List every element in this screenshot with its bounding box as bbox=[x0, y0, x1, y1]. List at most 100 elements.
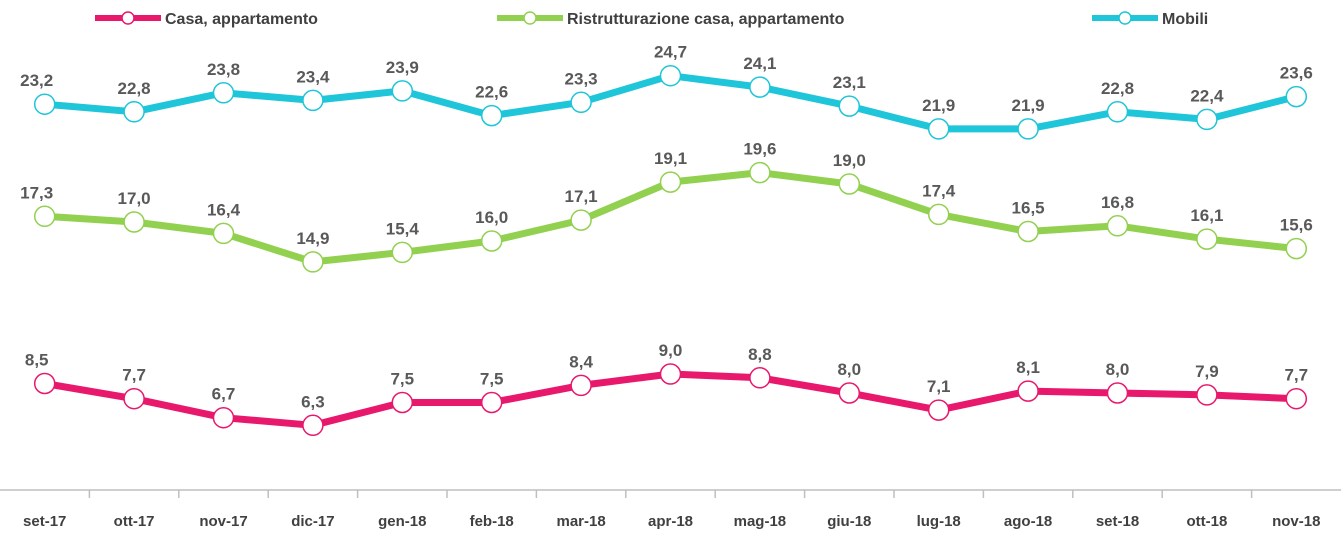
data-label: 7,9 bbox=[1195, 362, 1219, 381]
data-point bbox=[1196, 228, 1218, 250]
data-label: 8,0 bbox=[837, 360, 861, 379]
data-point bbox=[838, 95, 861, 117]
data-label: 17,3 bbox=[20, 183, 53, 202]
data-label: 15,6 bbox=[1280, 216, 1313, 235]
data-label: 16,5 bbox=[1012, 199, 1045, 218]
data-label: 23,8 bbox=[207, 60, 240, 79]
data-label: 21,9 bbox=[922, 96, 955, 115]
data-point bbox=[1196, 384, 1218, 406]
data-point bbox=[927, 399, 950, 421]
data-point bbox=[1017, 118, 1039, 140]
data-point bbox=[749, 367, 771, 389]
data-label: 7,5 bbox=[390, 370, 414, 389]
x-tick-label: lug-18 bbox=[917, 513, 961, 530]
x-tick-label: ott-17 bbox=[114, 513, 155, 530]
data-point bbox=[570, 209, 592, 231]
x-tick-label: set-17 bbox=[23, 513, 66, 530]
data-point bbox=[1285, 85, 1308, 108]
data-label: 8,1 bbox=[1016, 358, 1040, 377]
data-label: 7,7 bbox=[1284, 366, 1308, 385]
data-point bbox=[302, 251, 324, 273]
data-point bbox=[33, 372, 56, 395]
data-label: 9,0 bbox=[659, 341, 683, 360]
legend-marker bbox=[1118, 11, 1132, 25]
x-tick-label: ago-18 bbox=[1004, 513, 1052, 530]
data-point bbox=[33, 93, 56, 115]
data-point bbox=[1017, 220, 1039, 243]
x-tick-label: gen-18 bbox=[378, 513, 426, 530]
data-point bbox=[570, 374, 592, 397]
data-label: 6,3 bbox=[301, 392, 325, 411]
x-tick-label: feb-18 bbox=[470, 513, 514, 530]
data-label: 23,4 bbox=[296, 67, 330, 86]
data-point bbox=[659, 171, 682, 193]
data-point bbox=[302, 89, 324, 112]
data-label: 19,1 bbox=[654, 149, 687, 168]
data-point bbox=[123, 387, 145, 410]
legend-label: Casa, appartamento bbox=[165, 11, 318, 28]
data-label: 21,9 bbox=[1012, 96, 1045, 115]
data-point bbox=[1285, 387, 1308, 410]
data-point bbox=[480, 230, 503, 252]
data-label: 22,4 bbox=[1190, 86, 1224, 105]
data-point bbox=[1106, 215, 1129, 237]
data-point bbox=[838, 382, 861, 404]
data-point bbox=[659, 363, 682, 385]
x-tick-label: ott-18 bbox=[1186, 513, 1227, 530]
data-point bbox=[1196, 108, 1218, 131]
data-point bbox=[391, 391, 414, 414]
data-label: 22,8 bbox=[1101, 79, 1134, 98]
data-label: 8,8 bbox=[748, 345, 772, 364]
data-label: 17,4 bbox=[922, 181, 956, 200]
data-label: 7,5 bbox=[480, 370, 504, 389]
x-tick-label: nov-17 bbox=[199, 513, 247, 530]
legend-marker bbox=[523, 11, 537, 25]
data-point bbox=[480, 104, 503, 127]
x-tick-label: giu-18 bbox=[827, 513, 871, 530]
data-point bbox=[212, 82, 235, 104]
legend-label: Ristrutturazione casa, appartamento bbox=[567, 11, 845, 28]
data-point bbox=[212, 222, 235, 245]
data-point bbox=[749, 76, 771, 98]
data-label: 16,4 bbox=[207, 200, 241, 219]
data-point bbox=[480, 391, 503, 414]
data-point bbox=[659, 64, 682, 87]
data-label: 16,8 bbox=[1101, 193, 1134, 212]
data-label: 23,9 bbox=[386, 58, 419, 77]
data-label: 17,0 bbox=[118, 189, 151, 208]
data-label: 8,5 bbox=[25, 351, 49, 370]
data-point bbox=[570, 91, 592, 114]
x-tick-label: nov-18 bbox=[1272, 513, 1320, 530]
legend-label: Mobili bbox=[1162, 11, 1208, 28]
data-point bbox=[391, 241, 414, 264]
data-label: 23,6 bbox=[1280, 64, 1313, 83]
data-label: 17,1 bbox=[565, 187, 598, 206]
data-label: 19,0 bbox=[833, 151, 866, 170]
data-point bbox=[123, 211, 145, 233]
data-point bbox=[212, 406, 235, 429]
data-label: 23,3 bbox=[565, 69, 598, 88]
data-label: 16,0 bbox=[475, 208, 508, 227]
legend-marker bbox=[121, 11, 135, 25]
data-label: 24,1 bbox=[743, 54, 776, 73]
x-tick-label: apr-18 bbox=[648, 513, 693, 530]
x-tick-label: dic-17 bbox=[291, 513, 334, 530]
data-point bbox=[391, 80, 414, 102]
data-label: 8,4 bbox=[569, 352, 593, 371]
data-label: 19,6 bbox=[743, 140, 776, 159]
data-point bbox=[33, 205, 56, 228]
data-label: 23,1 bbox=[833, 73, 866, 92]
data-point bbox=[838, 173, 861, 195]
data-point bbox=[927, 118, 950, 140]
x-tick-label: set-18 bbox=[1096, 513, 1139, 530]
x-tick-label: mar-18 bbox=[556, 513, 605, 530]
data-label: 6,7 bbox=[212, 385, 236, 404]
data-label: 8,0 bbox=[1106, 360, 1130, 379]
data-label: 14,9 bbox=[296, 229, 329, 248]
data-point bbox=[1106, 382, 1129, 404]
data-label: 22,8 bbox=[118, 79, 151, 98]
data-label: 15,4 bbox=[386, 219, 420, 238]
data-label: 23,2 bbox=[20, 71, 53, 90]
data-label: 16,1 bbox=[1190, 206, 1223, 225]
